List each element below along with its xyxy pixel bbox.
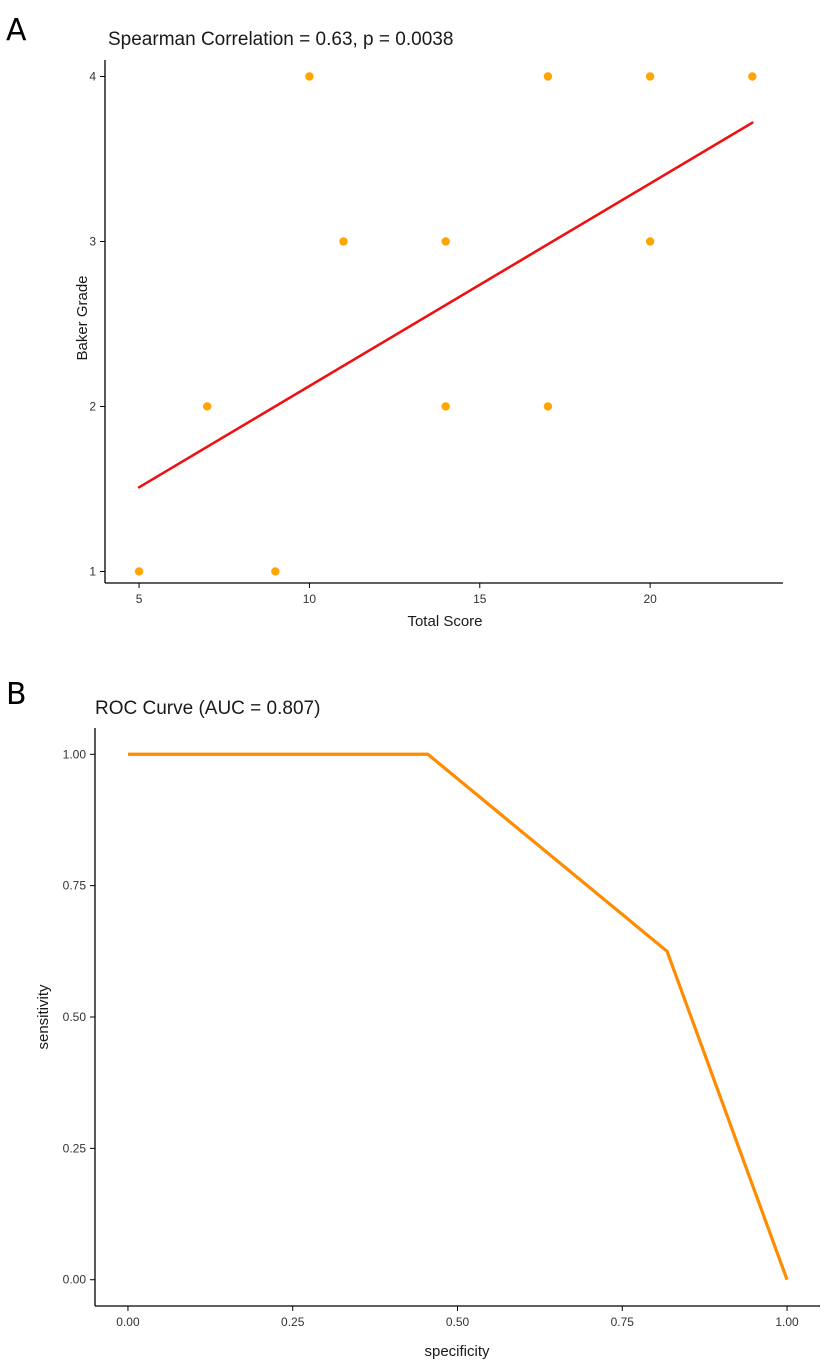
panel-b-x-tick-label: 1.00 [775, 1315, 799, 1329]
panel-a-axes: 5 10 15 20 1 2 3 4 [89, 60, 783, 606]
panel-b-x-tick-label: 0.00 [116, 1315, 140, 1329]
panel-a-x-axis-label: Total Score [407, 613, 482, 630]
panel-a-fit-line [137, 121, 754, 489]
panel-a-fit-line-layer [137, 121, 754, 489]
panel-a-x-tick-label: 10 [303, 592, 317, 606]
panel-b-roc-chart: B ROC Curve (AUC = 0.807) 0.00 0.25 0.50 0.… [6, 677, 820, 1360]
panel-a-y-tick-label: 1 [89, 564, 96, 578]
panel-a-points-layer [134, 72, 757, 576]
panel-b-y-tick-label: 1.00 [63, 747, 87, 761]
panel-b-title: ROC Curve (AUC = 0.807) [95, 698, 320, 719]
panel-a-scatter-chart: A Spearman Correlation = 0.63, p = 0.003… [6, 13, 783, 630]
panel-b-y-tick-label: 0.25 [63, 1141, 87, 1155]
panel-b-x-axis-label: specificity [424, 1343, 490, 1360]
panel-a-x-tick-label: 20 [643, 592, 657, 606]
panel-a-data-point [441, 402, 450, 411]
panel-a-data-point [134, 567, 144, 576]
panel-b-y-tick-label: 0.00 [63, 1273, 87, 1287]
panel-a-data-point [645, 237, 655, 246]
panel-b-curve-layer [127, 752, 789, 1281]
panel-a-data-point [339, 237, 348, 246]
panel-a-y-tick-label: 2 [89, 399, 96, 413]
panel-b-y-tick-label: 0.50 [63, 1010, 87, 1024]
panel-a-x-tick-label: 5 [136, 592, 143, 606]
panel-a-y-tick-label: 4 [89, 69, 96, 83]
panel-b-x-tick-label: 0.25 [281, 1315, 305, 1329]
panel-a-data-point [748, 72, 757, 81]
panel-b-x-tick-label: 0.50 [446, 1315, 470, 1329]
panel-b-letter: B [6, 677, 27, 712]
panel-a-data-point [441, 237, 450, 246]
panel-b-y-axis-label: sensitivity [35, 984, 52, 1050]
panel-b-roc-curve-line [127, 752, 789, 1281]
panel-a-data-point [305, 72, 314, 81]
panel-a-data-point [543, 402, 553, 411]
panel-b-y-tick-label: 0.75 [63, 879, 87, 893]
panel-a-title: Spearman Correlation = 0.63, p = 0.0038 [108, 29, 453, 50]
panel-a-data-point [203, 402, 212, 411]
panel-a-x-tick-label: 15 [473, 592, 487, 606]
panel-a-data-point [543, 72, 553, 81]
panel-a-letter: A [6, 13, 27, 48]
panel-a-y-axis-label: Baker Grade [74, 275, 91, 360]
panel-b-axes: 0.00 0.25 0.50 0.75 1.00 0.00 0.25 0.50 0.75 1.00 [63, 728, 820, 1329]
panel-a-data-point [271, 567, 280, 576]
panel-b-x-tick-label: 0.75 [611, 1315, 635, 1329]
panel-a-y-tick-label: 3 [89, 234, 96, 248]
panel-a-data-point [645, 72, 655, 81]
